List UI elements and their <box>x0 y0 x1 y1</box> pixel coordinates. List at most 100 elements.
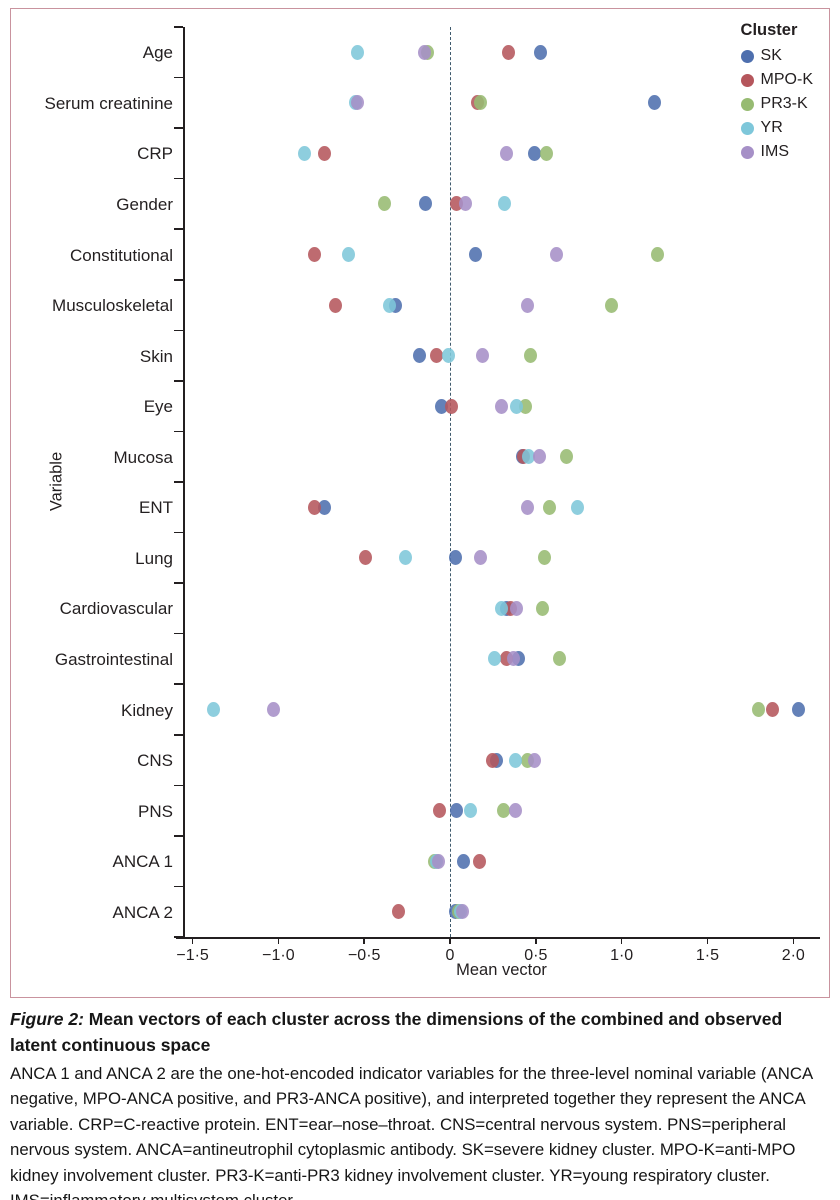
data-point-yr-eye <box>510 398 524 414</box>
legend-dot-icon <box>740 97 754 111</box>
y-axis-tick <box>174 835 183 837</box>
x-axis-tick <box>620 937 623 944</box>
data-point-ims-ent <box>520 499 534 515</box>
data-point-mpo-k-musculoskeletal <box>328 297 342 313</box>
data-point-ims-gender <box>458 196 472 212</box>
x-axis-tick <box>191 937 194 944</box>
y-axis-line <box>183 27 185 938</box>
category-label-cardiovascular: Cardiovascular <box>59 599 173 619</box>
data-point-yr-cardiovascular <box>495 600 508 616</box>
legend-entry-sk: SK <box>740 44 813 68</box>
data-point-sk-age <box>534 44 548 60</box>
category-label-anca-2: ANCA 2 <box>112 902 173 922</box>
data-point-yr-pns <box>464 803 478 819</box>
data-point-ims-anca-1 <box>431 853 445 869</box>
data-point-pr3-k-ent <box>543 499 557 515</box>
data-point-ims-pns <box>508 803 522 819</box>
caption-body: ANCA 1 and ANCA 2 are the one-hot-encode… <box>10 1064 813 1200</box>
data-point-yr-age <box>350 44 364 60</box>
data-point-ims-kidney <box>266 702 280 717</box>
data-point-ims-cardiovascular <box>510 600 524 616</box>
data-point-mpo-k-lung <box>359 550 373 566</box>
legend-dot-icon <box>740 121 754 135</box>
data-point-sk-pns <box>450 803 464 819</box>
x-tick-label: 1·5 <box>695 947 719 964</box>
y-axis-tick <box>174 784 183 787</box>
data-point-pr3-k-pns <box>496 803 510 819</box>
data-point-sk-skin <box>412 348 426 364</box>
x-axis-tick <box>792 937 794 944</box>
figure-number-label: Figure 2: <box>10 1009 84 1029</box>
y-axis-tick <box>174 127 183 129</box>
legend-title: Cluster <box>740 21 798 39</box>
legend-entry-pr3-k: PR3-K <box>740 92 813 116</box>
y-axis-title: Variable <box>47 451 66 512</box>
x-axis-line <box>176 937 820 939</box>
data-point-ims-serum-creatinine <box>350 95 364 111</box>
y-axis-tick <box>174 380 183 382</box>
data-point-sk-serum-creatinine <box>647 95 661 111</box>
y-axis-tick <box>174 632 183 635</box>
x-tick-label: −0·5 <box>347 947 381 964</box>
data-point-sk-constitutional <box>469 247 483 262</box>
data-point-ims-age <box>417 44 431 60</box>
x-tick-label: −1·5 <box>176 947 209 964</box>
data-point-pr3-k-cardiovascular <box>536 600 550 616</box>
category-label-gastrointestinal: Gastrointestinal <box>54 649 173 669</box>
x-axis-tick <box>449 937 451 944</box>
x-axis-tick <box>706 937 709 944</box>
data-point-mpo-k-constitutional <box>307 247 321 262</box>
y-axis-tick <box>174 683 183 685</box>
data-point-yr-skin <box>441 348 455 364</box>
data-point-pr3-k-musculoskeletal <box>604 297 618 313</box>
category-label-skin: Skin <box>139 346 173 366</box>
legend-dot-icon <box>740 145 754 159</box>
category-label-gender: Gender <box>116 194 173 214</box>
data-point-ims-gastrointestinal <box>507 651 520 667</box>
data-point-ims-constitutional <box>549 247 563 262</box>
data-point-mpo-k-anca-1 <box>472 853 486 869</box>
category-label-lung: Lung <box>135 548 173 568</box>
category-label-serum-creatinine: Serum creatinine <box>44 93 173 113</box>
data-point-ims-crp <box>500 145 514 161</box>
data-point-mpo-k-eye <box>445 398 459 414</box>
caption-title-text: Mean vectors of each cluster across the … <box>10 1009 783 1055</box>
caption-title: Figure 2: Mean vectors of each cluster a… <box>10 1006 822 1058</box>
category-label-pns: PNS <box>138 801 173 821</box>
data-point-pr3-k-kidney <box>752 702 766 717</box>
data-point-yr-crp <box>297 145 311 161</box>
data-point-sk-gender <box>419 196 433 212</box>
data-point-sk-ent <box>318 499 332 515</box>
category-label-mucosa: Mucosa <box>113 447 173 467</box>
figure-frame: Variable Age Serum creatinine CRP Gender Con… <box>10 8 830 998</box>
data-point-ims-mucosa <box>532 449 546 465</box>
y-axis-tick <box>174 481 183 483</box>
legend-label: PR3-K <box>760 95 808 112</box>
data-point-pr3-k-crp <box>539 145 553 161</box>
category-label-kidney: Kidney <box>121 700 173 720</box>
y-axis-tick <box>174 26 183 28</box>
data-point-ims-anca-2 <box>455 904 469 920</box>
data-point-sk-anca-1 <box>457 853 471 869</box>
data-point-yr-constitutional <box>342 247 356 262</box>
x-tick-label: 0 <box>445 947 455 964</box>
category-label-cns: CNS <box>137 751 173 771</box>
data-point-mpo-k-anca-2 <box>392 904 406 920</box>
category-label-crp: CRP <box>137 144 173 164</box>
x-tick-label: 0·5 <box>524 947 548 964</box>
data-point-yr-gastrointestinal <box>488 651 502 667</box>
data-point-pr3-k-serum-creatinine <box>474 95 488 111</box>
data-point-pr3-k-lung <box>537 550 551 566</box>
plot-area <box>174 26 819 938</box>
category-label-musculoskeletal: Musculoskeletal <box>52 296 173 316</box>
legend-label: MPO-K <box>760 71 813 88</box>
y-axis-tick <box>174 329 183 332</box>
data-point-ims-eye <box>495 398 508 414</box>
figure-caption: Figure 2: Mean vectors of each cluster a… <box>10 1006 822 1200</box>
x-tick-label: 2·0 <box>781 947 805 964</box>
data-point-sk-eye <box>434 398 448 414</box>
data-point-mpo-k-kidney <box>766 702 780 717</box>
y-axis-tick <box>174 582 183 584</box>
data-point-yr-mucosa <box>522 449 536 465</box>
